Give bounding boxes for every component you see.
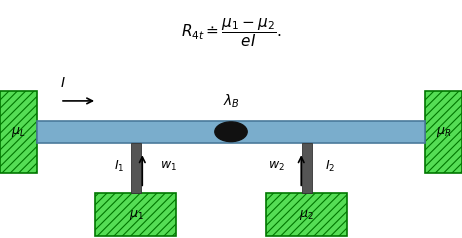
Text: $I_1$: $I_1$ — [114, 159, 124, 174]
Bar — [95, 193, 176, 236]
Bar — [0, 91, 37, 173]
Text: $\lambda_B$: $\lambda_B$ — [223, 92, 239, 110]
Ellipse shape — [215, 122, 247, 142]
Text: $\mu_R$: $\mu_R$ — [436, 125, 451, 139]
Text: $\mu_L$: $\mu_L$ — [11, 125, 26, 139]
Bar — [302, 143, 312, 193]
Bar — [131, 143, 141, 193]
Bar — [266, 193, 346, 236]
Text: $I_2$: $I_2$ — [325, 159, 335, 174]
Bar — [425, 91, 462, 173]
Text: $\mu_2$: $\mu_2$ — [299, 208, 314, 222]
Bar — [37, 121, 425, 143]
Text: $w_1$: $w_1$ — [160, 160, 177, 174]
Text: $I$: $I$ — [60, 76, 65, 90]
Text: $R_{4t} \doteq \dfrac{\mu_1 - \mu_2}{eI}.$: $R_{4t} \doteq \dfrac{\mu_1 - \mu_2}{eI}… — [181, 16, 281, 49]
Text: $w_2$: $w_2$ — [268, 160, 285, 174]
Text: $\mu_1$: $\mu_1$ — [129, 208, 144, 222]
